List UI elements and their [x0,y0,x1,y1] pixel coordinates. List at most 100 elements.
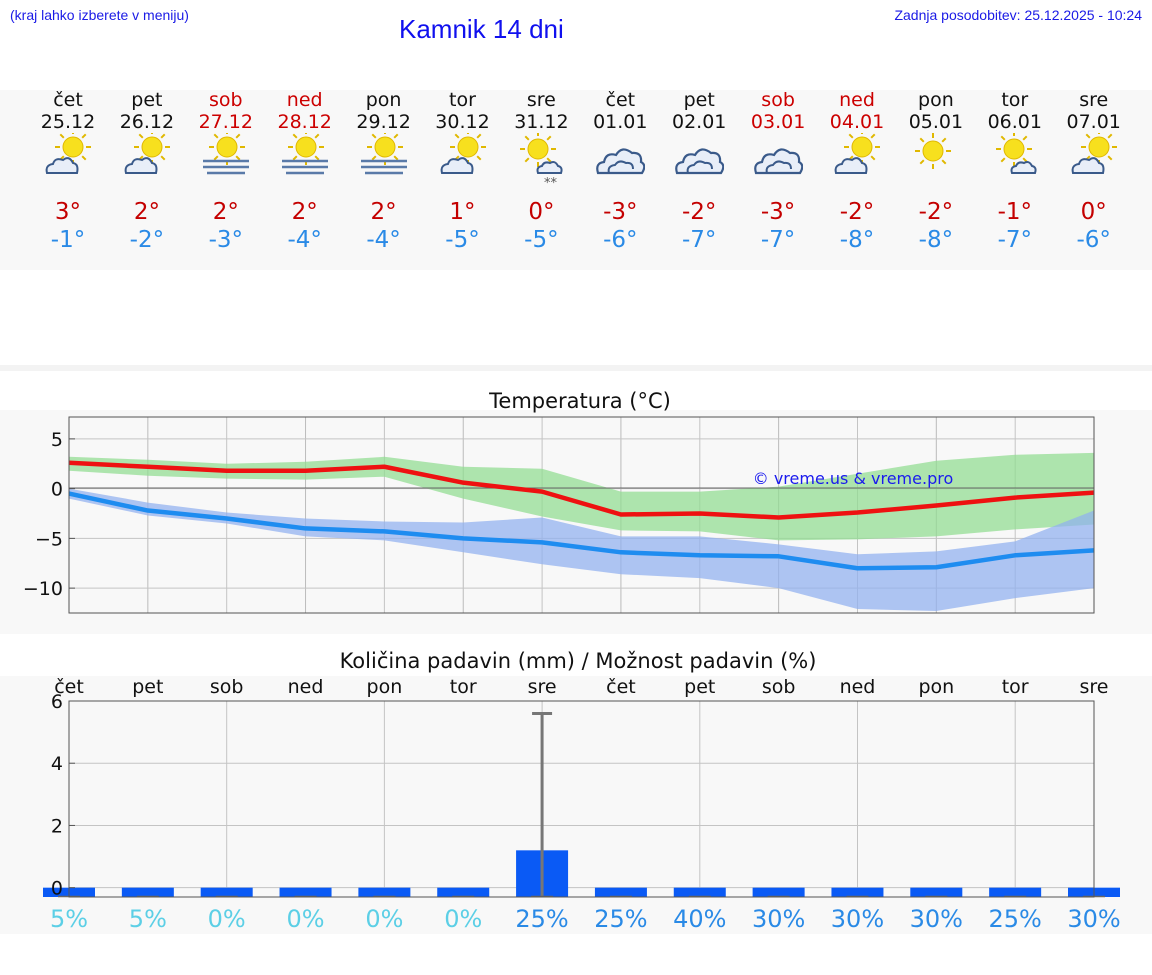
menu-hint: (kraj lahko izberete v meniju) [10,7,189,23]
temperature-lines [68,460,1095,571]
day-name: tor [449,89,476,111]
day-date: 06.01 [987,111,1042,133]
day-date: 31.12 [514,111,569,133]
max-temperature: 2° [291,199,318,225]
watermark: © vreme.us & vreme.pro [753,469,954,488]
prec-y-tick-label: 6 [51,691,63,713]
max-temperature: -1° [997,199,1033,225]
max-temperature: -3° [603,199,638,225]
svg-text:**: ** [544,176,558,189]
day-date: 27.12 [198,111,253,133]
prec-y-tick-label: 2 [51,815,63,837]
day-date: 30.12 [435,111,490,133]
day-name: sre [1079,89,1109,111]
max-temperature: 0° [528,199,555,225]
precipitation-probability: 5% [50,905,88,933]
precipitation-bar [279,887,332,897]
precipitation-probability: 30% [1067,905,1120,933]
day-name: pet [131,89,163,111]
day-name: pon [918,89,954,111]
precipitation-bar [831,887,884,897]
max-temperature: 3° [54,199,82,225]
precipitation-probability: 40% [673,905,726,933]
prec-day-label: ned [288,676,324,698]
day-name: sre [526,89,556,111]
prec-day-label: pon [367,676,403,698]
min-temperature: -4° [287,227,322,253]
temperature-y-ticks: 5 0 −5 −10 [23,429,75,600]
precipitation-probability: 5% [129,905,167,933]
max-temperature-band [69,452,1094,541]
max-temperature: -3° [760,199,796,225]
precipitation-probability: 0% [208,905,246,933]
precipitation-probability: 0% [286,905,324,933]
day-name: pet [683,89,715,111]
prec-day-label: čet [54,676,84,698]
sun-cloud-icon [832,129,882,181]
day-name: sob [209,89,243,111]
sun-cloud-snow-icon: ** [516,131,566,191]
sun-fog-icon [280,129,330,181]
precipitation-day-labels: čet pet sob ned pon tor sre čet pet sob ned pon tor s… [54,676,1108,698]
min-temperature: -4° [366,227,401,253]
temp-y-tick-label: 5 [51,429,63,451]
precipitation-bar [121,887,174,897]
day-name: ned [286,89,323,111]
sun-cloud-icon [122,129,172,181]
precipitation-plot-area [69,701,1094,897]
precipitation-bar [752,887,805,897]
max-temperature: 2° [212,199,239,225]
precipitation-probability: 0% [365,905,403,933]
day-date: 02.01 [671,111,727,133]
sun-small-cloud-icon [990,131,1040,181]
max-temperature: 1° [449,199,476,225]
day-date: 01.01 [593,111,648,133]
temp-y-tick-label: −10 [23,578,63,600]
prec-day-label: ned [840,676,876,698]
day-name: tor [1001,89,1029,111]
day-name: pon [365,89,402,111]
min-temperature: -1° [50,227,86,253]
precipitation-bar [673,887,726,897]
temp-y-tick-label: −5 [35,528,63,550]
precipitation-bar [437,887,490,897]
min-temperature: -7° [760,227,796,253]
precipitation-chart-title: Količina padavin (mm) / Možnost padavin … [340,649,817,673]
precipitation-plot-frame [68,700,1095,898]
min-temperature: -5° [524,227,559,253]
precipitation-probabilities: 5% 5% 0% 0% 0% 0% 25% 25% 40% 30% 30% 30% 25% 30% [50,905,1121,933]
precipitation-probability: 25% [515,905,568,933]
precipitation-probability: 30% [910,905,963,933]
prec-day-label: pon [918,676,954,698]
cloud-icon [753,133,804,181]
sun-cloud-icon [438,129,488,181]
page-title: Kamnik 14 dni [399,14,564,44]
temperature-chart-title: Temperatura (°C) [488,389,671,413]
min-temperature: -6° [1076,227,1111,253]
day-date: 05.01 [908,111,964,133]
day-date: 28.12 [277,111,332,133]
prec-day-label: sob [762,676,796,698]
last-update: Zadnja posodobitev: 25.12.2025 - 10:24 [894,7,1142,23]
divider [0,365,1152,371]
prec-day-label: sre [1080,676,1109,698]
min-temperature: -2° [129,227,165,253]
temperature-bands [69,452,1094,612]
temp-y-tick-label: 0 [51,479,63,501]
min-temperature: -8° [839,227,875,253]
temperature-plot-frame [68,416,1095,614]
day-date: 04.01 [829,111,885,133]
prec-day-label: pet [684,676,715,698]
max-temperature-line [68,460,1095,520]
precipitation-bar [200,887,253,897]
max-temperature: -2° [681,199,717,225]
precipitation-bar [989,887,1042,897]
forecast-strip [0,90,1152,270]
min-temperature: -6° [603,227,638,253]
cloud-icon [674,133,725,181]
sun-icon [911,133,961,181]
day-name: čet [53,89,83,111]
precipitation-probability: 30% [752,905,805,933]
sun-cloud-icon [1069,129,1119,181]
